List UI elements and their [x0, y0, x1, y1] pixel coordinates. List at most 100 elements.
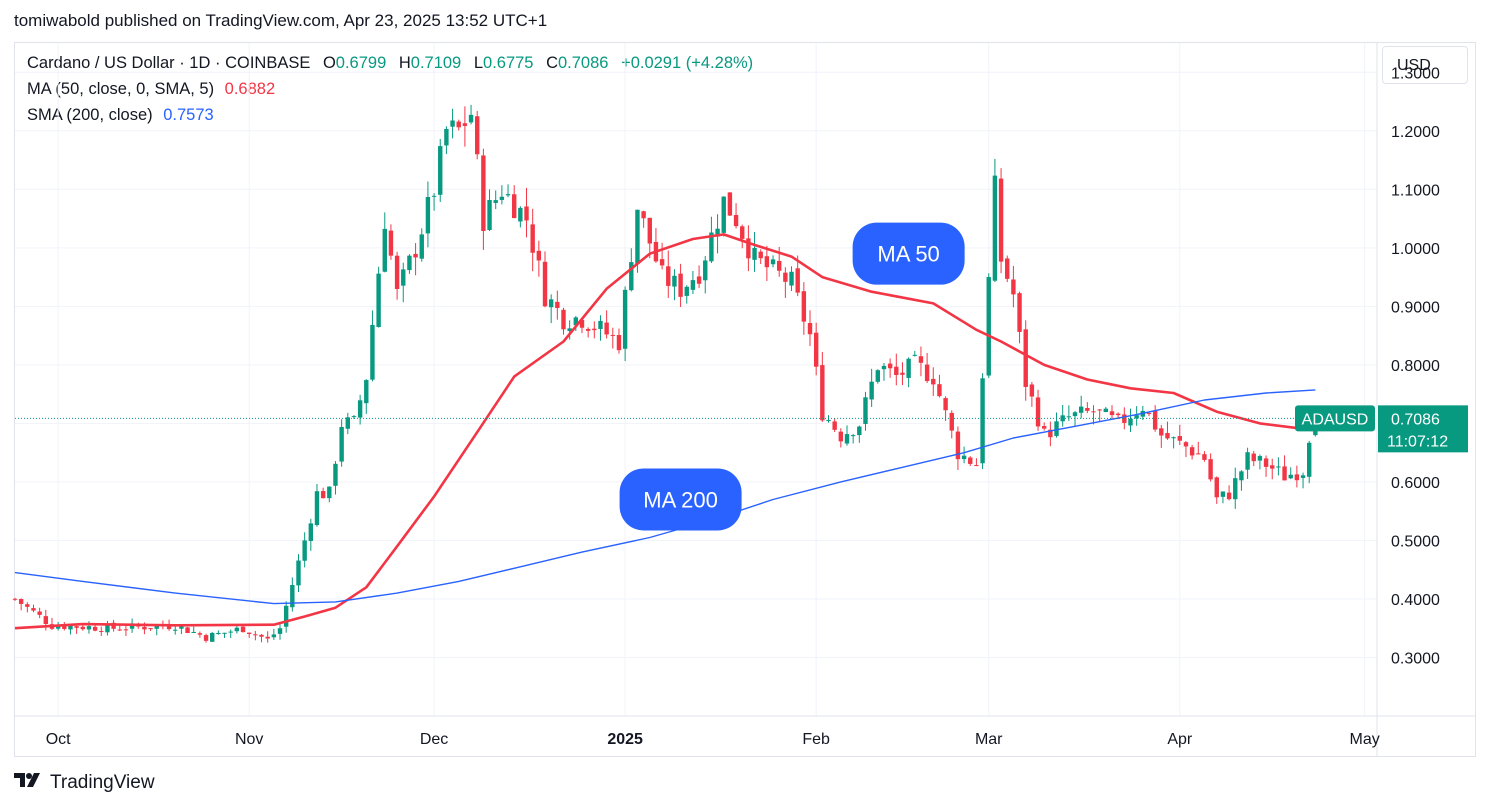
candle-down: [555, 290, 560, 320]
candle-body: [80, 626, 85, 630]
candle-body: [820, 365, 825, 421]
candle-body: [1263, 458, 1269, 467]
candle-up: [438, 138, 443, 202]
candle-body: [376, 273, 381, 328]
candle-up: [1288, 467, 1293, 480]
candle-up: [68, 624, 73, 635]
ma50-callout[interactable]: MA 50: [852, 222, 965, 285]
candle-body: [1035, 397, 1041, 427]
candle-body: [585, 328, 591, 331]
candle-down: [832, 418, 837, 432]
candle-down: [592, 321, 597, 339]
symbol-title[interactable]: Cardano / US Dollar · 1D · COINBASE: [27, 54, 311, 72]
candle-up: [980, 373, 985, 470]
candle-body: [185, 627, 190, 634]
candle-body: [968, 457, 973, 464]
candle-body: [733, 215, 739, 227]
candle-down: [1270, 458, 1275, 480]
candle-body: [715, 228, 720, 237]
candle-body: [684, 286, 689, 296]
y-tick-label: 0.4000: [1391, 592, 1440, 609]
candle-body: [86, 626, 92, 630]
candle-body: [364, 380, 369, 404]
candle-body: [302, 540, 307, 561]
candle-body: [974, 465, 979, 467]
ohlc-legend: Cardano / US Dollar · 1D · COINBASE O0.6…: [27, 54, 753, 73]
candle-body: [1078, 406, 1084, 413]
candle-body: [622, 289, 628, 349]
candle-body: [456, 121, 461, 128]
candle-up: [339, 419, 344, 467]
candle-up: [906, 357, 911, 388]
candle-countdown: 11:07:12: [1387, 433, 1448, 450]
currency-button[interactable]: USD: [1382, 46, 1468, 84]
candle-up: [468, 104, 474, 125]
candle-up: [425, 181, 431, 248]
y-tick-label: 1.1000: [1391, 182, 1440, 199]
candle-down: [733, 203, 739, 229]
candle-up: [912, 350, 917, 357]
candle-down: [585, 327, 591, 338]
candle-down: [37, 607, 42, 619]
publish-line: tomiwabold published on TradingView.com,…: [14, 11, 548, 30]
candle-down: [1263, 455, 1269, 477]
candle-body: [1208, 459, 1213, 480]
candle-body: [801, 291, 807, 322]
candle-body: [468, 114, 474, 123]
x-tick-label: Mar: [975, 731, 1003, 748]
candle-body: [1115, 413, 1121, 416]
candle-body: [431, 195, 437, 197]
footer: TradingView: [14, 772, 155, 794]
candle-up: [684, 285, 689, 304]
candle-body: [740, 226, 745, 239]
candle-body: [197, 633, 203, 635]
candle-body: [721, 196, 726, 233]
candle-down: [807, 310, 813, 346]
candle-body: [425, 197, 431, 234]
candle-down: [1048, 421, 1053, 447]
candle-down: [1251, 450, 1256, 467]
y-tick-label: 0.8000: [1391, 358, 1440, 375]
candle-body: [1257, 456, 1263, 461]
candle-down: [1226, 485, 1232, 501]
candle-body: [795, 268, 800, 293]
candle-body: [351, 416, 357, 418]
candle-body: [1177, 436, 1182, 441]
candle-up: [857, 425, 862, 443]
tradingview-logo-icon[interactable]: [14, 772, 44, 794]
ma200-callout[interactable]: MA 200: [619, 468, 742, 531]
candle-body: [598, 320, 603, 329]
candle-body: [542, 261, 548, 307]
candle-body: [105, 623, 110, 633]
candle-up: [314, 483, 320, 527]
candle-body: [1270, 465, 1275, 469]
candle-body: [1202, 454, 1207, 460]
candle-down: [1165, 421, 1170, 440]
candle-body: [881, 365, 887, 370]
candle-down: [49, 617, 55, 631]
candle-down: [1177, 424, 1182, 446]
ma50-legend[interactable]: MA (50, close, 0, SMA, 5) 0.6882: [27, 80, 275, 99]
close-label: C: [546, 54, 558, 72]
candle-body: [246, 632, 252, 634]
candle-body: [12, 598, 18, 600]
y-tick-label: 1.0000: [1391, 241, 1440, 258]
candle-down: [955, 426, 961, 470]
candle-down: [413, 243, 418, 276]
candle-down: [481, 148, 486, 250]
x-tick-label: Oct: [46, 731, 71, 748]
candle-down: [604, 310, 609, 339]
candle-body: [283, 605, 289, 627]
candle-body: [986, 277, 991, 376]
candle-down: [456, 119, 461, 131]
candle-body: [1165, 432, 1170, 439]
tradingview-brand[interactable]: TradingView: [50, 772, 155, 793]
candle-body: [604, 322, 609, 335]
candle-down: [610, 327, 616, 349]
y-tick-label: 0.6000: [1391, 475, 1440, 492]
low-label: L: [473, 54, 484, 72]
candle-up: [1072, 410, 1078, 427]
candle-up: [622, 286, 628, 362]
callout-text: MA 200: [643, 487, 718, 512]
